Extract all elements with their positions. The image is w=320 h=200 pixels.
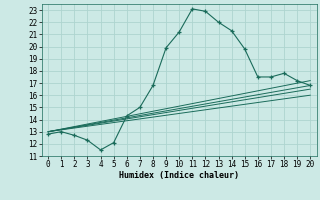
X-axis label: Humidex (Indice chaleur): Humidex (Indice chaleur) bbox=[119, 171, 239, 180]
